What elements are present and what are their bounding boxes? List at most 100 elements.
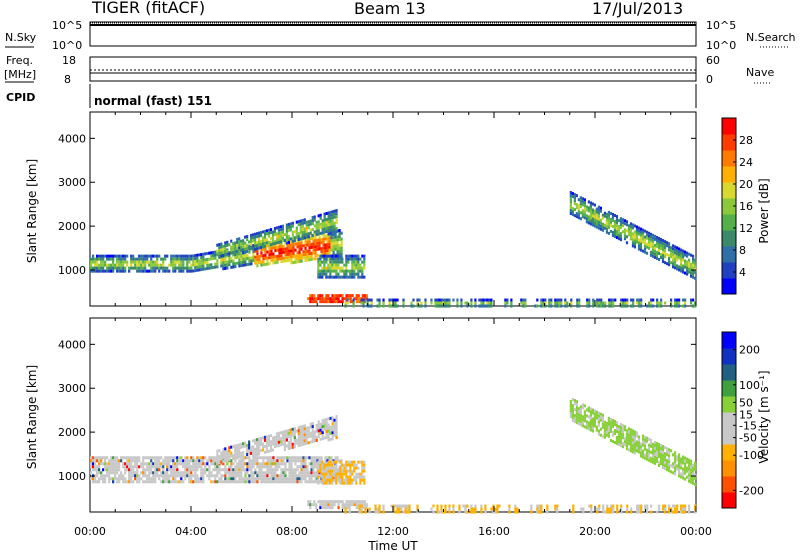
echo-cell bbox=[597, 420, 601, 424]
echo-cell bbox=[582, 510, 585, 514]
echo-cell bbox=[317, 435, 320, 439]
echo-cell bbox=[259, 246, 263, 250]
echo-cell bbox=[250, 239, 253, 243]
echo-cell bbox=[630, 298, 633, 302]
echo-cell bbox=[390, 304, 393, 308]
echo-cell bbox=[282, 250, 285, 254]
echo-cell bbox=[684, 507, 687, 511]
echo-cell bbox=[621, 224, 625, 228]
nave-tick-bottom: 0 bbox=[706, 73, 713, 86]
echo-cell bbox=[633, 224, 637, 228]
echo-cell bbox=[309, 219, 312, 223]
echo-cell bbox=[222, 264, 225, 268]
echo-cell bbox=[134, 471, 137, 475]
echo-cell bbox=[649, 232, 653, 236]
echo-cell bbox=[242, 459, 245, 463]
echo-cell bbox=[510, 298, 513, 302]
echo-cell bbox=[669, 252, 673, 256]
echo-cell bbox=[326, 249, 329, 253]
echo-cell bbox=[571, 407, 574, 411]
echo-cell bbox=[312, 242, 315, 246]
echo-cell bbox=[615, 224, 619, 228]
echo-cell bbox=[480, 507, 483, 511]
echo-cell bbox=[339, 500, 342, 504]
echo-cell bbox=[349, 297, 352, 301]
echo-cell bbox=[90, 456, 93, 460]
echo-cell bbox=[663, 243, 667, 247]
echo-cell bbox=[254, 232, 257, 236]
echo-cell bbox=[522, 298, 525, 302]
echo-cell bbox=[286, 459, 289, 463]
echo-cell bbox=[307, 429, 310, 433]
echo-cell bbox=[278, 465, 281, 469]
echo-cell bbox=[602, 507, 605, 511]
echo-cell bbox=[307, 441, 310, 445]
echo-cell bbox=[292, 456, 295, 460]
echo-cell bbox=[339, 481, 342, 485]
echo-cell bbox=[593, 203, 596, 207]
echo-cell bbox=[649, 441, 653, 445]
echo-cell bbox=[304, 249, 307, 253]
echo-cell bbox=[649, 438, 653, 442]
echo-cell bbox=[246, 465, 249, 469]
echo-cell bbox=[196, 265, 199, 269]
echo-cell bbox=[98, 471, 101, 475]
colorbar-tick-label: -200 bbox=[739, 484, 764, 497]
echo-cell bbox=[226, 471, 229, 475]
echo-cell bbox=[279, 440, 283, 444]
echo-cell bbox=[104, 260, 107, 264]
echo-cell bbox=[232, 242, 235, 246]
echo-cell bbox=[192, 263, 195, 267]
echo-cell bbox=[305, 229, 308, 233]
echo-cell bbox=[304, 477, 307, 481]
echo-cell bbox=[256, 480, 259, 484]
echo-cell bbox=[339, 466, 342, 470]
echo-cell bbox=[148, 477, 151, 481]
echo-cell bbox=[244, 474, 247, 478]
echo-cell bbox=[396, 304, 399, 308]
echo-cell bbox=[581, 415, 584, 419]
echo-cell bbox=[317, 500, 320, 504]
colorbar-swatch bbox=[722, 412, 736, 429]
echo-cell bbox=[220, 245, 223, 249]
echo-cell bbox=[122, 474, 125, 478]
echo-cell bbox=[216, 243, 219, 247]
echo-cell bbox=[683, 265, 687, 269]
echo-cell bbox=[657, 257, 661, 261]
echo-cell bbox=[392, 507, 395, 511]
echo-cell bbox=[301, 442, 304, 446]
echo-cell bbox=[558, 304, 561, 308]
echo-cell bbox=[349, 269, 352, 273]
echo-cell bbox=[202, 462, 205, 466]
echo-cell bbox=[98, 263, 101, 267]
y-tick-label: 4000 bbox=[58, 132, 86, 145]
echo-cell bbox=[317, 469, 320, 473]
echo-cell bbox=[308, 246, 311, 250]
echo-cell bbox=[363, 294, 366, 298]
echo-cell bbox=[434, 304, 437, 308]
echo-cell bbox=[114, 254, 117, 258]
echo-cell bbox=[359, 263, 362, 267]
echo-cell bbox=[226, 249, 229, 253]
echo-cell bbox=[248, 262, 251, 266]
echo-cell bbox=[579, 211, 582, 215]
echo-cell bbox=[683, 253, 687, 257]
echo-cell bbox=[108, 257, 111, 261]
echo-cell bbox=[255, 232, 259, 236]
echo-cell bbox=[569, 406, 572, 410]
echo-cell bbox=[216, 449, 219, 453]
echo-cell bbox=[637, 447, 641, 451]
echo-cell bbox=[570, 304, 573, 308]
colorbar-tick-label: 16 bbox=[739, 200, 753, 213]
echo-cell bbox=[246, 250, 249, 254]
echo-cell bbox=[252, 474, 255, 478]
echo-cell bbox=[142, 459, 145, 463]
echo-cell bbox=[130, 480, 133, 484]
echo-cell bbox=[312, 236, 315, 240]
echo-cell bbox=[458, 510, 461, 514]
echo-cell bbox=[285, 223, 288, 227]
echo-cell bbox=[218, 243, 221, 247]
echo-cell bbox=[248, 462, 251, 466]
echo-cell bbox=[304, 255, 307, 259]
echo-cell bbox=[267, 231, 271, 235]
